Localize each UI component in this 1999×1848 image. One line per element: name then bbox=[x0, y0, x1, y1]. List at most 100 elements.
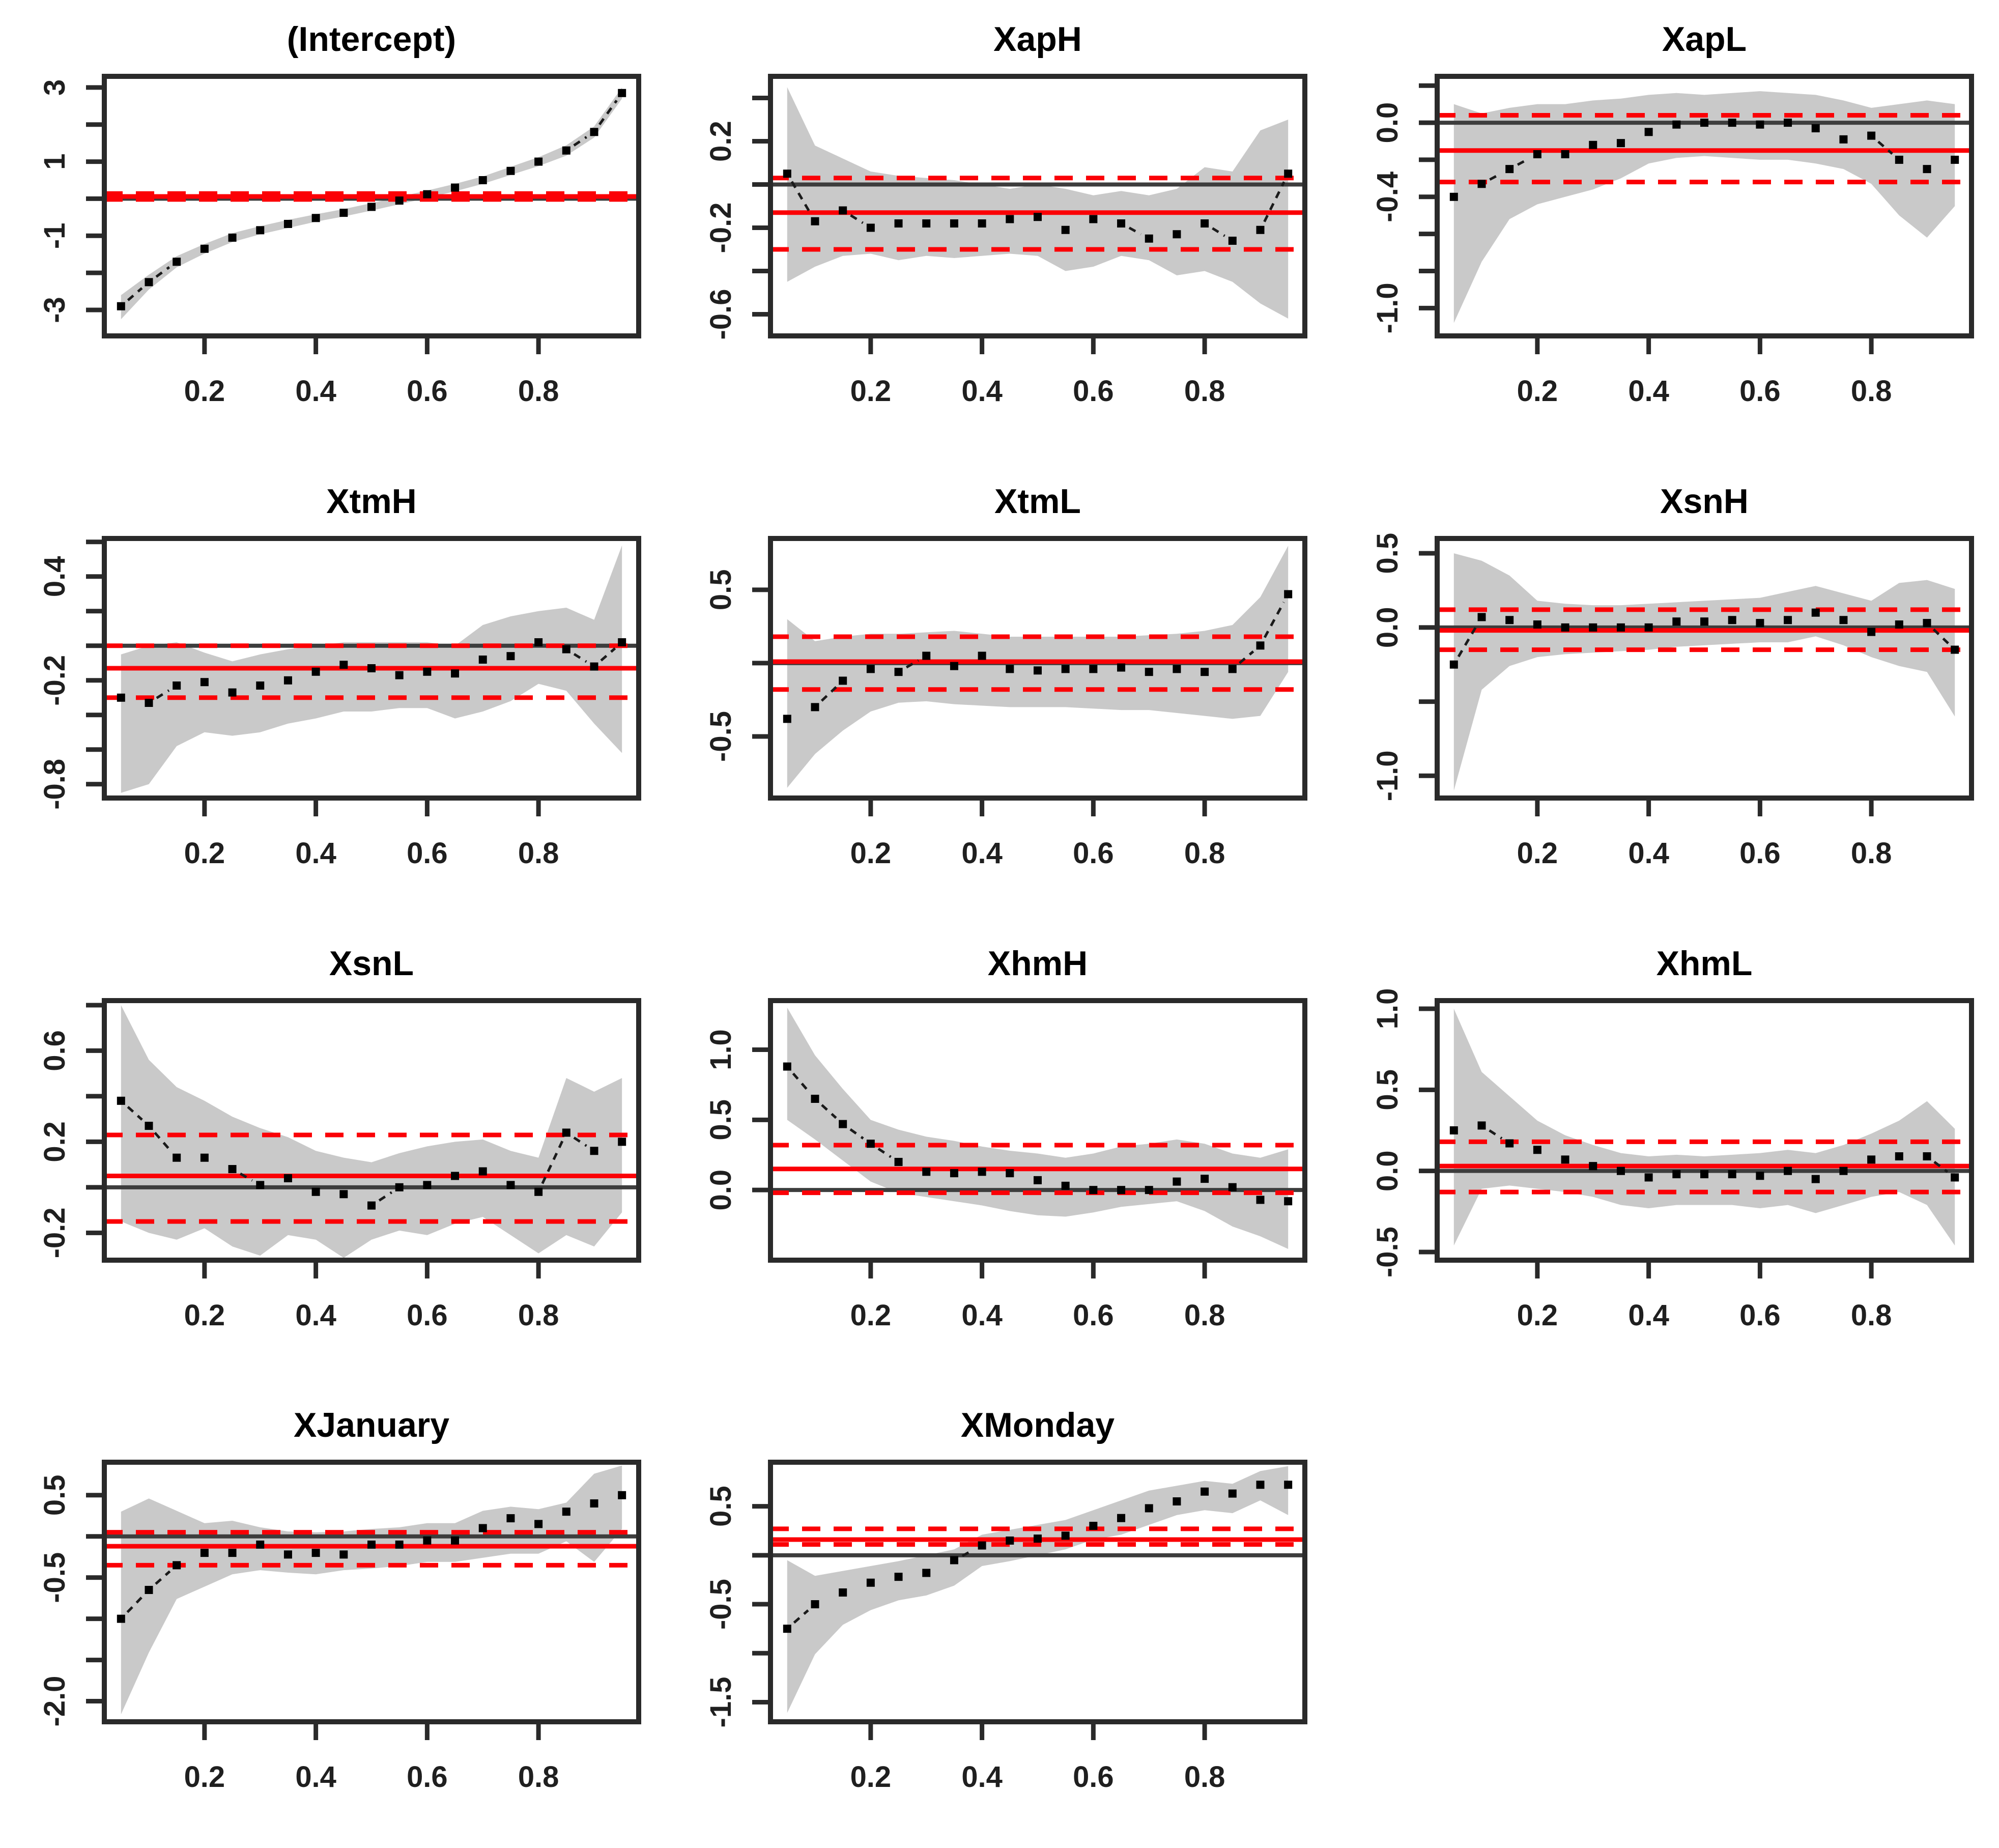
x-tick-label: 0.4 bbox=[962, 837, 1003, 870]
panel-intercept: 0.2 0.4 0.6 0.8 3 1 -1 -3 (Intercept) bbox=[0, 0, 666, 462]
panel-title: XhmH bbox=[988, 944, 1088, 983]
coefficient-point bbox=[451, 1171, 460, 1180]
x-tick-label: 0.6 bbox=[1073, 837, 1114, 870]
y-tick-label: 0.5 bbox=[1372, 1069, 1404, 1111]
y-tick-label: -1.5 bbox=[705, 1677, 737, 1728]
coefficient-point bbox=[1034, 213, 1042, 221]
coefficient-point bbox=[811, 1094, 819, 1103]
panel-xapl: 0.2 0.4 0.6 0.8 0.0 -0.4 -1.0 XapL bbox=[1333, 0, 1999, 462]
coef-connector bbox=[1239, 650, 1254, 664]
x-tick-label: 0.8 bbox=[1184, 375, 1225, 408]
coef-connector bbox=[1932, 628, 1949, 644]
x-tick-label: 0.8 bbox=[1850, 1299, 1892, 1331]
coefficient-point bbox=[618, 638, 626, 646]
x-tick-label: 0.8 bbox=[1184, 837, 1225, 870]
coefficient-point bbox=[1895, 1152, 1903, 1160]
coefficient-point bbox=[200, 1153, 209, 1162]
coefficient-point bbox=[1117, 1185, 1126, 1194]
coefficient-point bbox=[1895, 620, 1903, 629]
coefficient-point bbox=[1284, 1197, 1293, 1205]
coefficient-point bbox=[1839, 616, 1848, 624]
coefficient-point bbox=[200, 1549, 209, 1557]
x-tick-label: 0.8 bbox=[1184, 1299, 1225, 1331]
coef-connector bbox=[877, 1147, 892, 1158]
y-tick-label: 0.5 bbox=[705, 569, 737, 610]
coefficient-point bbox=[283, 219, 292, 228]
coefficient-point bbox=[1034, 666, 1042, 675]
x-tick-label: 0.2 bbox=[850, 837, 892, 870]
coefficient-point bbox=[590, 1146, 598, 1155]
coefficient-point bbox=[1867, 628, 1875, 636]
x-tick-label: 0.8 bbox=[518, 375, 559, 408]
coefficient-point bbox=[1783, 119, 1792, 127]
coefficient-point bbox=[1728, 1170, 1736, 1178]
coef-plot-xaph: 0.2 0.4 0.6 0.8 0.2 -0.2 -0.6 XapH bbox=[705, 20, 1308, 408]
confidence-band bbox=[787, 1466, 1289, 1713]
y-tick-label: 3 bbox=[39, 79, 71, 96]
coef-connector bbox=[573, 1136, 587, 1147]
coefficient-point bbox=[1477, 613, 1486, 621]
coefficient-point bbox=[478, 1524, 487, 1532]
coefficient-point bbox=[1672, 1170, 1680, 1178]
coefficient-point bbox=[173, 681, 181, 690]
y-tick-label: 0.2 bbox=[705, 121, 737, 162]
coefficient-point bbox=[478, 655, 487, 664]
panel-title: XMonday bbox=[961, 1406, 1115, 1444]
x-tick-label: 0.4 bbox=[295, 1761, 336, 1794]
y-tick-label: 1.0 bbox=[1372, 988, 1404, 1029]
coef-plot-xsnh: 0.2 0.4 0.6 0.8 0.5 0.0 -1.0 XsnH bbox=[1372, 482, 1974, 870]
coefficient-point bbox=[894, 667, 903, 676]
coef-connector bbox=[155, 1570, 171, 1585]
coefficient-point bbox=[894, 1157, 903, 1166]
coefficient-point bbox=[1728, 119, 1736, 127]
coef-connector bbox=[1264, 601, 1286, 638]
coefficient-point bbox=[1616, 623, 1625, 632]
coefficient-point bbox=[423, 190, 432, 198]
coefficient-point bbox=[534, 638, 543, 646]
x-tick-label: 0.8 bbox=[1850, 375, 1892, 408]
coefficient-point bbox=[1089, 1522, 1098, 1530]
plot-box bbox=[101, 74, 641, 338]
coefficient-point bbox=[839, 1588, 847, 1597]
plot-box bbox=[768, 74, 1308, 338]
panel-title: XapH bbox=[993, 20, 1082, 59]
y-tick-label: 0.0 bbox=[1372, 1150, 1404, 1191]
coefficient-point bbox=[1588, 1161, 1597, 1170]
coefficient-point bbox=[367, 203, 376, 211]
coefficient-point bbox=[145, 1121, 153, 1130]
coefficient-point bbox=[618, 1491, 626, 1500]
y-tick-label: 0.6 bbox=[39, 1030, 71, 1071]
confidence-band bbox=[1453, 1008, 1955, 1245]
y-tick-label: -0.2 bbox=[39, 1207, 71, 1258]
plot-box bbox=[1434, 998, 1974, 1263]
coefficient-point bbox=[1201, 219, 1209, 228]
coefficient-point bbox=[1145, 1504, 1154, 1513]
coefficient-point bbox=[1145, 234, 1154, 243]
coefficient-point bbox=[311, 1187, 320, 1196]
panel-title: XsnL bbox=[329, 944, 414, 983]
coefficient-point bbox=[867, 1139, 875, 1148]
plot-box bbox=[1434, 74, 1974, 338]
coef-connector bbox=[906, 659, 920, 669]
coefficient-point bbox=[950, 1556, 959, 1565]
coefficient-point bbox=[1867, 131, 1875, 140]
coefficient-point bbox=[1728, 616, 1736, 624]
coef-connector bbox=[1933, 1160, 1949, 1173]
coef-connector bbox=[573, 652, 587, 663]
coefficient-point bbox=[1256, 1195, 1265, 1204]
x-tick-label: 0.4 bbox=[295, 1299, 336, 1331]
coefficient-point bbox=[200, 677, 209, 686]
coefficient-point bbox=[590, 662, 598, 671]
coefficient-point bbox=[200, 244, 209, 253]
x-tick-label: 0.2 bbox=[1517, 1299, 1558, 1331]
coefficient-point bbox=[839, 206, 847, 215]
coefficient-point bbox=[1256, 1481, 1265, 1489]
panel-xsnh: 0.2 0.4 0.6 0.8 0.5 0.0 -1.0 XsnH bbox=[1333, 462, 1999, 924]
coefficient-point bbox=[590, 1499, 598, 1508]
coefficient-point bbox=[1062, 225, 1070, 234]
x-tick-label: 0.6 bbox=[407, 1299, 448, 1331]
coefficient-point bbox=[922, 1569, 931, 1577]
coefficient-point bbox=[1201, 667, 1209, 676]
y-tick-label: 0.2 bbox=[39, 1121, 71, 1162]
coefficient-point bbox=[894, 219, 903, 228]
